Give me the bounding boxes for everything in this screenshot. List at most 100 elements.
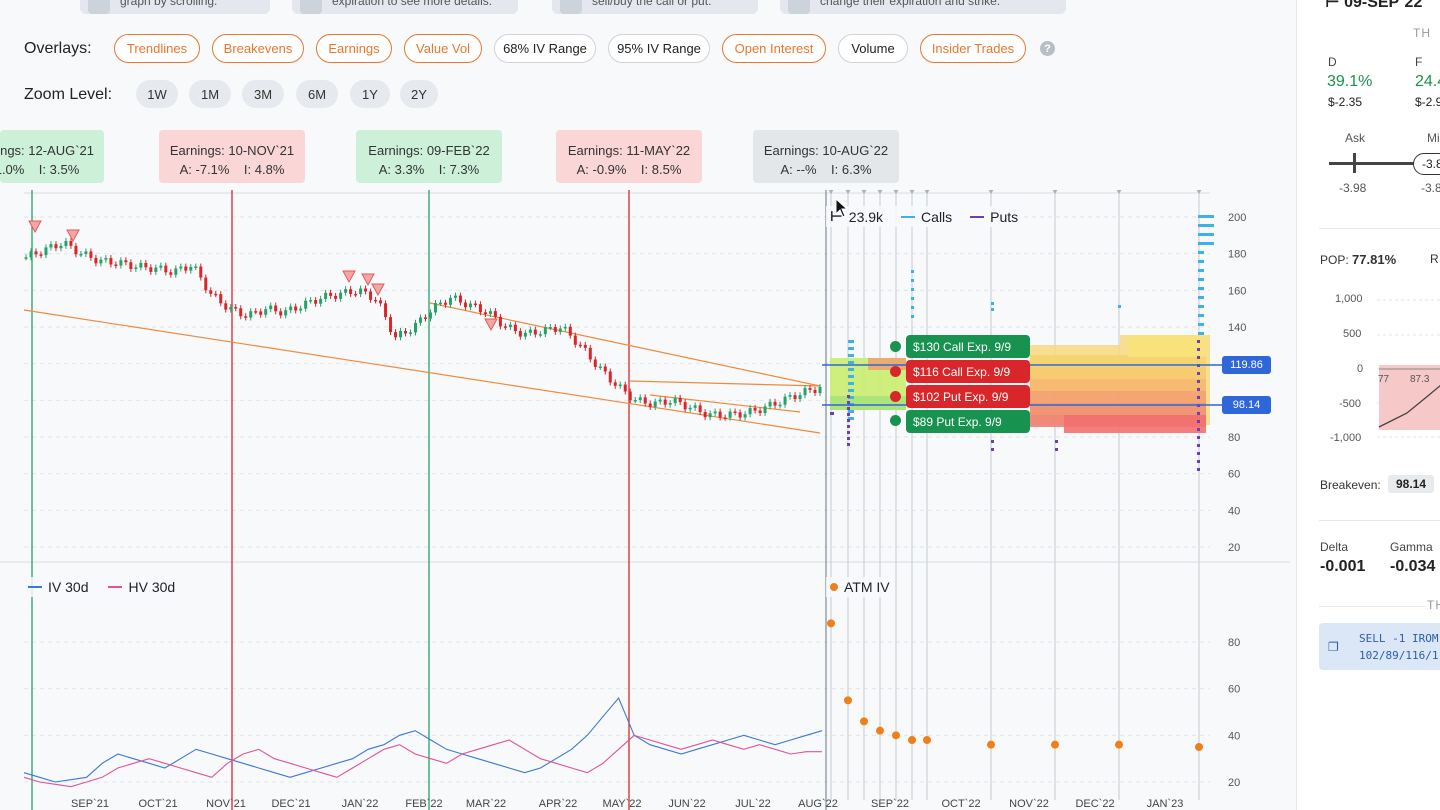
price-slider-track[interactable] — [1329, 162, 1440, 165]
candle-body — [304, 300, 308, 309]
earnings-card[interactable]: Earnings: 09-FEB`22 A: 3.3% I: 7.3% — [356, 130, 502, 183]
atm-iv-dot — [908, 736, 916, 744]
zoom-1y-button[interactable]: 1Y — [350, 80, 390, 108]
oi-bar — [848, 375, 854, 378]
vol-y-axis: 80 60 40 20 — [1228, 637, 1240, 789]
earnings-card[interactable]: Earnings: 10-AUG`22 A: --% I: 6.3% — [753, 130, 899, 183]
expiration-marker-icon — [893, 190, 899, 194]
hint-card: expiration to see more details. — [292, 0, 518, 14]
oi-bar — [991, 448, 994, 451]
copy-icon[interactable]: ❐ — [1328, 640, 1339, 654]
candle-body — [753, 407, 757, 411]
y-tick-label: 200 — [1228, 212, 1246, 224]
candle-body — [334, 295, 338, 299]
candle-body — [184, 266, 188, 271]
zoom-label: Zoom Level: — [24, 86, 113, 103]
buy-leg-dot[interactable] — [890, 415, 901, 426]
x-tick-label: SEP`22 — [871, 798, 909, 810]
zoom-6m-button[interactable]: 6M — [296, 80, 338, 108]
atm-iv-dot — [827, 619, 835, 628]
candle-body — [319, 298, 323, 304]
expiry-date[interactable]: ⊢ 09-SEP`22 — [1325, 0, 1422, 12]
earnings-card[interactable]: nings: 12-AUG`21 1.0% I: 3.5% — [0, 130, 104, 183]
x-tick-label: MAY`22 — [603, 798, 642, 810]
overlay-insider-trades-toggle[interactable]: Insider Trades — [920, 34, 1026, 63]
overlay-earnings-toggle[interactable]: Earnings — [316, 34, 392, 63]
col-d-label: D — [1328, 55, 1337, 69]
oi-bar — [1198, 305, 1204, 308]
help-icon[interactable]: ? — [1040, 41, 1055, 56]
heat-cell — [830, 396, 906, 410]
candle-body — [483, 312, 487, 314]
overlay-68-iv-range-toggle[interactable]: 68% IV Range — [494, 34, 596, 63]
earnings-title: Earnings: 10-NOV`21 — [169, 143, 295, 158]
earnings-card[interactable]: Earnings: 11-MAY`22 A: -0.9% I: 8.5% — [556, 130, 702, 183]
atm-iv-dots — [827, 619, 1203, 751]
overlay-volume-toggle[interactable]: Volume — [838, 34, 908, 63]
oi-bar — [1197, 340, 1200, 343]
delta-value: -0.001 — [1320, 558, 1366, 575]
sell-leg-dot[interactable] — [890, 366, 901, 377]
oi-bar — [1198, 215, 1214, 218]
vol-series-line — [23, 734, 822, 788]
buy-leg-dot[interactable] — [890, 341, 901, 352]
candle-body — [359, 288, 363, 295]
expiration-marker-icon — [1196, 190, 1202, 194]
zoom-1w-button[interactable]: 1W — [136, 80, 178, 108]
candle-body — [758, 410, 762, 414]
candle-body — [179, 266, 183, 269]
candle-body — [773, 401, 777, 406]
leg-89-put[interactable]: $89 Put Exp. 9/9 — [906, 410, 1030, 433]
earnings-card[interactable]: Earnings: 10-NOV`21 A: -7.1% I: 4.8% — [159, 130, 305, 183]
zoom-2y-button[interactable]: 2Y — [400, 80, 438, 108]
candle-body — [294, 306, 298, 311]
x-tick-label: NOV`21 — [206, 798, 246, 810]
oi-bar — [848, 368, 854, 371]
atm-iv-dot — [1115, 740, 1123, 749]
candle-body — [99, 259, 103, 264]
sell-leg-dot[interactable] — [890, 391, 901, 402]
candle-body — [214, 293, 218, 296]
order-line-2: 102/89/116/1 — [1359, 649, 1439, 662]
pl-tick: -1,000 — [1330, 432, 1362, 444]
overlay-trendlines-toggle[interactable]: Trendlines — [114, 34, 200, 63]
candle-body — [84, 251, 88, 254]
zoom-1m-button[interactable]: 1M — [189, 80, 231, 108]
upper-breakeven-tag[interactable]: 119.86 — [1222, 356, 1271, 374]
leg-130-call[interactable]: $130 Call Exp. 9/9 — [906, 335, 1030, 358]
overlay-95-iv-range-toggle[interactable]: 95% IV Range — [608, 34, 710, 63]
candle-body — [174, 268, 178, 275]
expiry-chevron-icon: ⊢ — [1325, 0, 1345, 11]
overlay-open-interest-toggle[interactable]: Open Interest — [722, 34, 826, 63]
order-ticket[interactable]: ❐ SELL -1 IROM 102/89/116/1 — [1319, 623, 1440, 670]
candle-body — [94, 257, 98, 264]
candle-body — [124, 260, 128, 263]
heat-cell — [1030, 379, 1206, 391]
zoom-3m-button[interactable]: 3M — [242, 80, 284, 108]
trendline — [429, 302, 821, 387]
leg-102-put[interactable]: $102 Put Exp. 9/9 — [906, 385, 1030, 408]
leg-116-call[interactable]: $116 Call Exp. 9/9 — [906, 360, 1030, 383]
candle-body — [793, 395, 797, 400]
expiration-marker-icon — [1052, 190, 1058, 194]
candle-body — [309, 300, 313, 302]
oi-bar — [911, 306, 914, 309]
lower-breakeven-tag[interactable]: 98.14 — [1222, 396, 1271, 414]
delta-label: Delta — [1320, 540, 1349, 554]
overlay-breakevens-toggle[interactable]: Breakevens — [212, 34, 304, 63]
candle-body — [533, 329, 537, 335]
limit-price-handle[interactable]: -3.8 — [1413, 153, 1440, 175]
overlay-value-vol-toggle[interactable]: Value Vol — [404, 34, 482, 63]
candle-body — [104, 258, 108, 260]
candle-body — [663, 399, 667, 405]
candle-body — [473, 303, 477, 306]
candle-body — [234, 307, 238, 309]
candle-body — [109, 258, 113, 265]
candle-body — [463, 302, 467, 308]
insider-trade-icon — [361, 273, 375, 287]
candle-body — [608, 371, 612, 383]
candle-body — [428, 312, 432, 319]
oi-bar — [1197, 412, 1200, 415]
candle-body — [643, 397, 647, 404]
